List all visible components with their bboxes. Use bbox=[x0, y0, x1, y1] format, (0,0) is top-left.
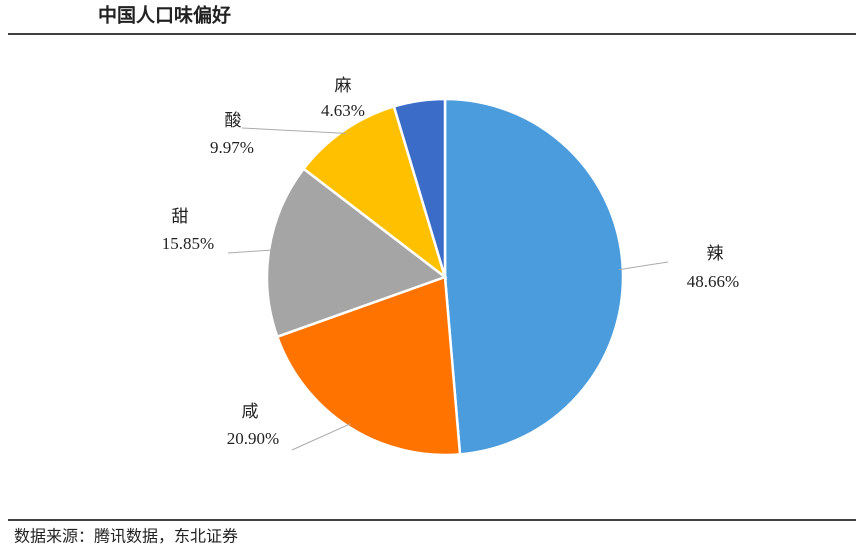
category-label: 酸 bbox=[225, 111, 242, 130]
value-label: 48.66% bbox=[687, 272, 739, 291]
leader-line bbox=[241, 127, 346, 134]
category-label: 辣 bbox=[707, 244, 724, 263]
leader-line bbox=[291, 423, 351, 451]
value-label: 9.97% bbox=[210, 138, 254, 157]
pie-slice bbox=[265, 167, 448, 339]
pie-slice bbox=[443, 97, 625, 456]
value-label: 20.90% bbox=[227, 429, 279, 448]
category-label: 甜 bbox=[172, 207, 189, 226]
leader-line bbox=[227, 249, 273, 254]
chart-title: 中国人口味偏好 bbox=[98, 3, 231, 26]
category-label: 麻 bbox=[335, 76, 352, 95]
pie-slice bbox=[301, 104, 448, 281]
leader-line bbox=[619, 261, 669, 271]
pie-slice bbox=[392, 97, 447, 278]
source: 数据来源：腾讯数据，东北证券 bbox=[14, 528, 238, 546]
value-label: 4.63% bbox=[321, 101, 365, 120]
value-label: 15.85% bbox=[162, 234, 214, 253]
category-label: 咸 bbox=[242, 402, 259, 421]
